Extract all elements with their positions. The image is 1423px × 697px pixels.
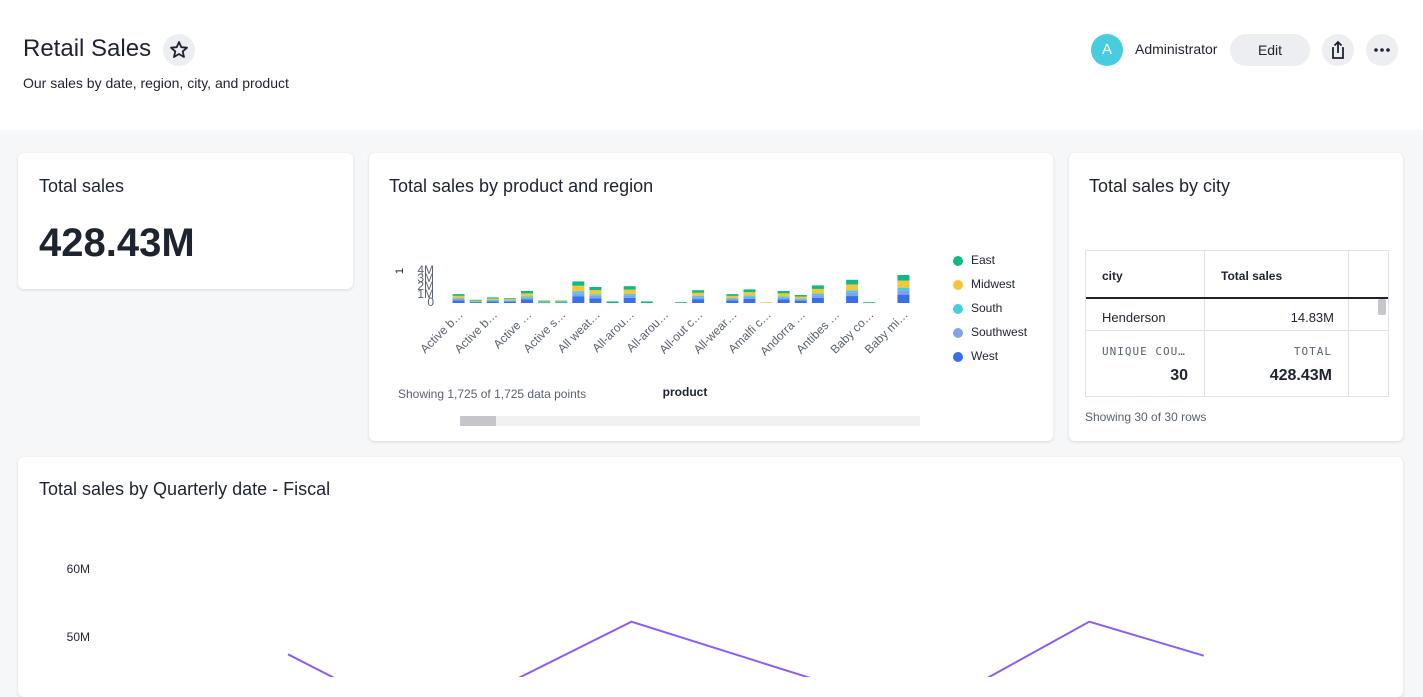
summary-value: 428.43M <box>1269 367 1332 384</box>
chart-title: Total sales by product and region <box>389 176 654 196</box>
avatar[interactable]: A <box>1091 34 1123 66</box>
chart-title: Total sales by Quarterly date - Fiscal <box>39 479 331 499</box>
dashboard-title: Retail Sales <box>23 35 152 62</box>
cell: Henderson <box>1102 310 1166 325</box>
user-name: Administrator <box>1135 41 1218 57</box>
share-button[interactable] <box>1322 34 1354 66</box>
scrollbar[interactable] <box>460 416 920 426</box>
cell: 14.83M <box>1290 310 1334 325</box>
summary-label: TOTAL <box>1293 345 1332 358</box>
kpi-value: 428.43M <box>39 221 195 265</box>
column-header[interactable]: Total sales <box>1221 269 1283 283</box>
table: city Total sales Henderson 14.83M UNIQUE… <box>1085 250 1389 397</box>
kpi-title: Total sales <box>39 176 125 196</box>
summary-label: UNIQUE COU… <box>1102 345 1186 358</box>
chart-footer: Showing 1,725 of 1,725 data points <box>398 387 587 401</box>
scroll-thumb[interactable] <box>460 416 496 426</box>
star-icon <box>170 41 188 58</box>
header: Retail Sales Our sales by date, region, … <box>0 0 1423 130</box>
column-divider <box>1204 251 1205 396</box>
more-icon <box>1374 48 1390 52</box>
column-divider <box>1348 251 1349 396</box>
column-header[interactable]: city <box>1102 269 1123 283</box>
dashboard-subtitle: Our sales by date, region, city, and pro… <box>23 75 289 91</box>
scroll-thumb[interactable] <box>1378 299 1386 315</box>
share-icon <box>1332 40 1344 59</box>
edit-button[interactable]: Edit <box>1230 34 1310 66</box>
table-title: Total sales by city <box>1089 176 1231 196</box>
row-rule <box>1086 330 1388 331</box>
bar-card: Total sales by product and region Showin… <box>369 153 1053 441</box>
table-card: Total sales by city city Total sales Hen… <box>1069 153 1403 441</box>
page: Retail Sales Our sales by date, region, … <box>0 0 1423 677</box>
summary-value: 30 <box>1170 367 1188 384</box>
favorite-button[interactable] <box>163 34 195 66</box>
more-button[interactable] <box>1366 34 1398 66</box>
line-card: Total sales by Quarterly date - Fiscal <box>18 457 1403 697</box>
kpi-card: Total sales 428.43M <box>18 153 353 289</box>
table-footer: Showing 30 of 30 rows <box>1085 410 1207 424</box>
header-rule <box>1086 297 1388 299</box>
